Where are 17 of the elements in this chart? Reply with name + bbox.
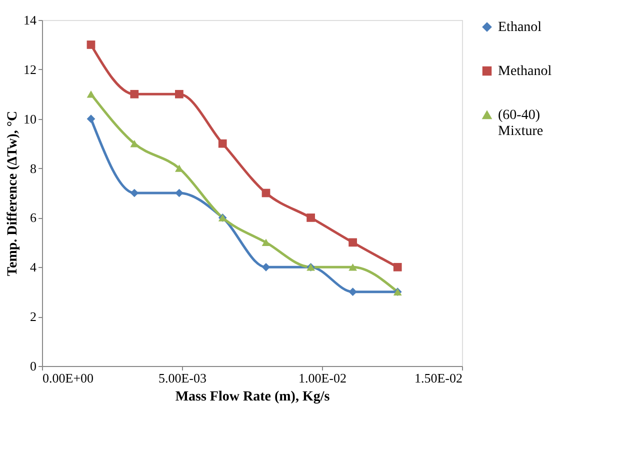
y-axis-title: Temp. Difference (∆Tw), °C [6,110,20,276]
x-tick-label: 0.00E+00 [42,370,94,386]
y-tick-label: 0 [30,358,36,374]
legend-label: Ethanol [498,20,542,35]
y-tick-label: 12 [24,62,36,77]
y-tick-label: 10 [24,111,36,126]
x-tick-label: 5.00E-03 [158,370,207,386]
x-tick-label: 1.50E-02 [414,370,462,386]
y-tick-label: 8 [30,160,36,176]
x-axis-title: Mass Flow Rate (m), Kg/s [175,390,330,404]
y-tick-label: 6 [30,210,37,226]
y-tick-label: 14 [24,12,37,28]
x-tick-label: 1.00E-02 [298,370,347,386]
y-tick-label: 2 [30,309,36,324]
legend-label: (60-40) Mixture [498,108,544,139]
y-tick-label: 4 [30,260,37,275]
legend-label: Methanol [498,64,552,79]
